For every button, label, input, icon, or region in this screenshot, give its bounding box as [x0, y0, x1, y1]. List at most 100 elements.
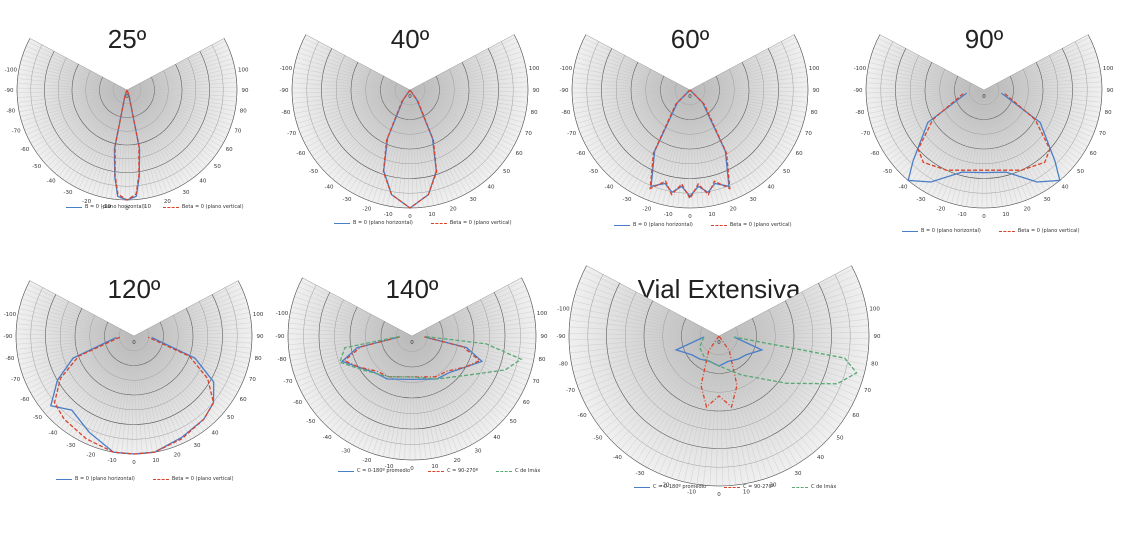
angle-tick-label: 30 — [183, 190, 190, 196]
grid-spoke — [569, 336, 702, 341]
grid-spoke — [62, 100, 120, 180]
grid-spoke — [66, 100, 120, 182]
grid-ring — [30, 287, 238, 440]
grid-spoke — [296, 93, 397, 124]
grid-spoke — [735, 280, 859, 330]
series-line-1 — [340, 336, 484, 381]
series-line-2 — [649, 89, 731, 200]
grid-ring — [318, 292, 506, 430]
legend-swatch — [66, 206, 82, 208]
grid-spoke — [20, 339, 121, 370]
grid-ring — [895, 48, 1073, 179]
angle-tick-label: 10 — [428, 212, 435, 218]
grid-spoke — [414, 350, 437, 458]
grid-ring — [587, 274, 851, 468]
grid-spoke — [420, 348, 482, 439]
grid-spoke — [139, 94, 232, 126]
grid-spoke — [902, 100, 975, 176]
grid-ring — [630, 62, 750, 150]
grid-spoke — [426, 339, 532, 371]
angle-tick-label: -10 — [664, 212, 673, 218]
grid-spoke — [579, 342, 703, 392]
grid-spoke — [630, 350, 709, 458]
grid-spoke — [574, 67, 677, 88]
grid-ring — [71, 64, 183, 146]
grid-spoke — [41, 98, 117, 160]
grid-spoke — [412, 350, 416, 460]
grid-spoke — [423, 94, 521, 133]
grid-spoke — [298, 52, 397, 86]
grid-spoke — [141, 347, 196, 437]
grid-spoke — [702, 97, 792, 151]
grid-spoke — [910, 100, 976, 183]
angle-tick-label: 10 — [152, 458, 159, 464]
grid-spoke — [574, 294, 702, 332]
grid-spoke — [148, 327, 252, 336]
grid-spoke — [312, 344, 401, 410]
grid-spoke — [866, 91, 970, 104]
grid-spoke — [336, 100, 402, 183]
grid-ring — [99, 76, 155, 118]
grid-spoke — [906, 100, 975, 180]
grid-spoke — [728, 350, 804, 461]
grid-spoke — [17, 90, 114, 94]
angle-tick-label: -100 — [280, 66, 293, 72]
grid-spoke — [971, 104, 983, 208]
grid-spoke — [723, 353, 762, 480]
grid-spoke — [731, 348, 824, 445]
grid-spoke — [137, 97, 219, 151]
grid-spoke — [704, 90, 808, 93]
grid-spoke — [292, 301, 398, 333]
grid-spoke — [421, 97, 509, 156]
grid-spoke — [110, 103, 126, 199]
grid-spoke — [702, 95, 799, 138]
grid-spoke — [426, 336, 536, 339]
grid-spoke — [292, 91, 396, 104]
grid-spoke — [869, 93, 971, 119]
grid-spoke — [140, 86, 237, 90]
grid-spoke — [573, 340, 702, 373]
angle-tick-label: -60 — [20, 397, 29, 403]
legend-label: C de Imáx — [811, 484, 837, 490]
radial-tick-label: 0 — [717, 340, 721, 346]
grid-spoke — [138, 95, 226, 139]
grid-spoke — [78, 101, 122, 189]
grid-spoke — [690, 353, 716, 484]
grid-spoke — [423, 94, 522, 128]
grid-spoke — [961, 103, 982, 206]
angle-tick-label: 20 — [730, 206, 737, 212]
grid-spoke — [423, 93, 525, 118]
grid-spoke — [636, 350, 710, 462]
grid-spoke — [17, 91, 114, 103]
grid-spoke — [64, 347, 126, 432]
angle-tick-label: 90 — [533, 88, 540, 94]
grid-spoke — [704, 91, 808, 103]
grid-spoke — [392, 103, 409, 207]
angle-tick-label: 90 — [874, 334, 881, 340]
legend-swatch — [496, 470, 513, 472]
grid-spoke — [416, 350, 448, 455]
grid-spoke — [325, 99, 400, 173]
grid-spoke — [420, 98, 503, 164]
grid-spoke — [328, 100, 401, 176]
legend-item: C de Imáx — [792, 484, 836, 490]
angle-tick-label: -40 — [605, 185, 614, 191]
angle-tick-label: -90 — [560, 88, 569, 94]
grid-spoke — [343, 348, 404, 440]
grid-spoke — [733, 345, 845, 419]
grid-spoke — [598, 98, 680, 165]
grid-spoke — [148, 336, 252, 344]
grid-spoke — [137, 98, 214, 159]
grid-spoke — [986, 103, 1008, 206]
grid-spoke — [425, 341, 528, 381]
grid-spoke — [293, 72, 397, 89]
angle-tick-label: -10 — [385, 464, 394, 470]
grid-spoke — [576, 93, 677, 124]
grid-spoke — [140, 82, 237, 90]
grid-spoke — [875, 42, 972, 85]
grid-spoke — [56, 346, 125, 426]
grid-spoke — [677, 353, 715, 481]
grid-spoke — [420, 99, 500, 168]
grid-spoke — [86, 348, 129, 445]
grid-spoke — [700, 99, 776, 172]
